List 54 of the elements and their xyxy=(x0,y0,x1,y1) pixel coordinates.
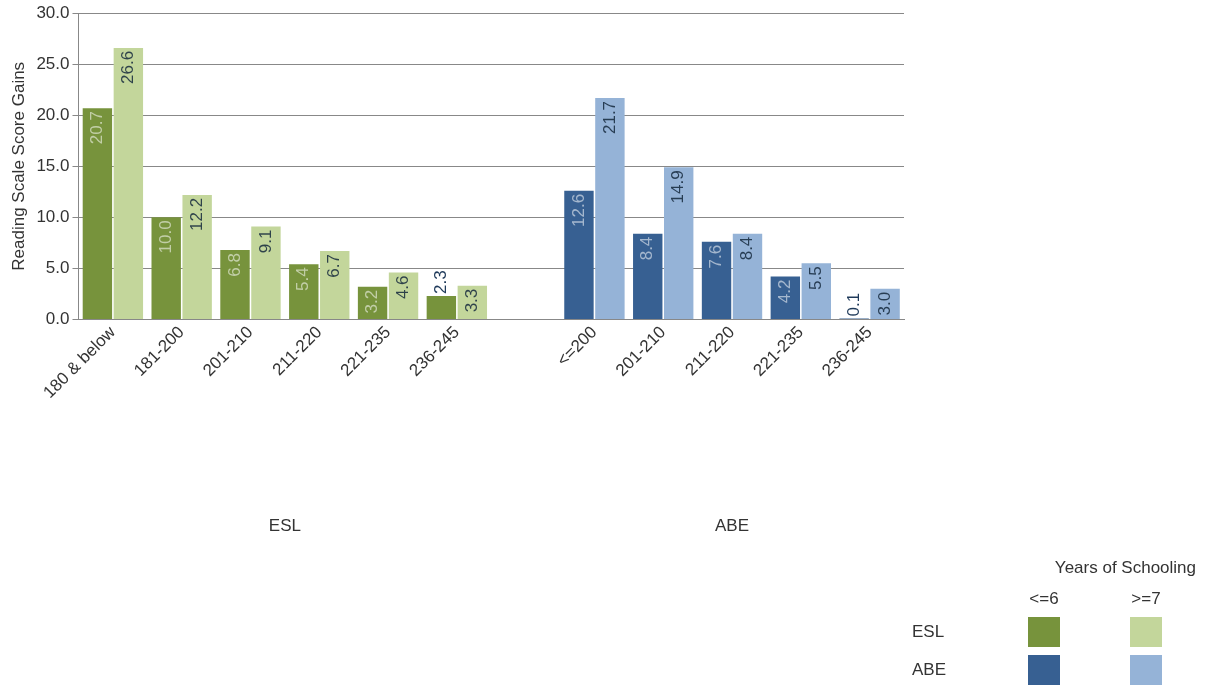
data-label: 4.6 xyxy=(393,275,413,300)
y-tick-label: 25.0 xyxy=(36,53,70,73)
bar xyxy=(220,250,250,319)
data-label: 0.1 xyxy=(843,292,863,317)
data-label: 5.5 xyxy=(805,266,825,290)
data-label: 3.2 xyxy=(362,289,382,314)
bar xyxy=(701,241,732,319)
data-label: 12.6 xyxy=(568,193,588,227)
legend-title: Years of Schooling xyxy=(1053,557,1197,579)
bar xyxy=(251,226,281,319)
text: <=6 xyxy=(1028,588,1060,610)
text: ESL xyxy=(268,516,301,536)
y-tick-label: 10.0 xyxy=(36,207,70,227)
bar xyxy=(113,47,144,319)
text: ABE xyxy=(715,516,750,536)
data-label: 10.0 xyxy=(155,220,175,254)
y-axis-title: Reading Scale Score Gains xyxy=(8,61,28,271)
data-label: 9.1 xyxy=(255,229,275,254)
bar xyxy=(388,272,419,319)
text: ABE xyxy=(912,660,947,679)
bar xyxy=(151,217,181,319)
bar xyxy=(664,167,694,319)
data-label: 3.3 xyxy=(462,288,482,313)
y-tick-label: 0.0 xyxy=(45,309,70,329)
bar xyxy=(426,295,457,319)
bar xyxy=(289,264,319,319)
bar xyxy=(633,233,663,319)
data-label: 6.8 xyxy=(224,253,244,277)
data-label: 6.7 xyxy=(324,254,344,278)
bar xyxy=(182,194,212,319)
bar xyxy=(801,263,831,319)
bar xyxy=(82,108,113,319)
bar xyxy=(732,233,763,319)
data-label: 26.6 xyxy=(118,50,138,84)
y-tick-label: 15.0 xyxy=(36,155,70,175)
data-label: 3.0 xyxy=(874,291,894,316)
bar xyxy=(564,190,594,319)
data-label: 4.2 xyxy=(775,279,795,304)
y-tick-label: 5.0 xyxy=(45,258,70,278)
data-label: 20.7 xyxy=(87,111,107,145)
y-tick-label: 30.0 xyxy=(36,2,70,22)
bar xyxy=(595,97,625,319)
data-label: 2.3 xyxy=(431,270,451,294)
data-label: 7.6 xyxy=(706,244,726,269)
y-tick-label: 20.0 xyxy=(36,104,70,124)
data-label: 8.4 xyxy=(637,236,657,261)
text: >=7 xyxy=(1130,588,1162,610)
data-label: 8.4 xyxy=(737,236,757,261)
bar xyxy=(320,251,350,319)
data-label: 12.2 xyxy=(186,197,206,231)
data-label: 21.7 xyxy=(599,100,619,135)
data-label: 14.9 xyxy=(668,170,688,204)
data-label: 5.4 xyxy=(293,267,313,291)
text: ESL xyxy=(912,622,945,641)
